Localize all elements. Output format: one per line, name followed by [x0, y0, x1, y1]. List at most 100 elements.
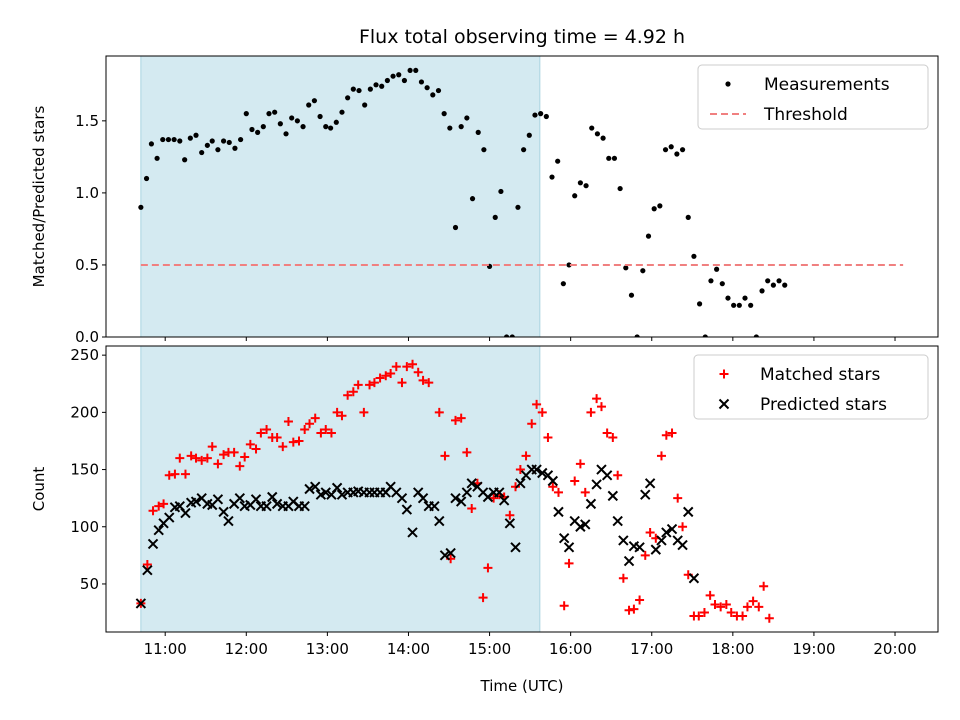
- predicted-star-point: [650, 544, 662, 555]
- matched-star-point: [580, 487, 590, 497]
- predicted-star-point: [135, 598, 147, 609]
- legend-label: Predicted stars: [760, 395, 887, 415]
- measurement-point: [725, 295, 731, 301]
- matched-star-point: [283, 417, 293, 427]
- matched-star-point: [705, 590, 715, 600]
- predicted-star-point: [498, 495, 510, 506]
- measurement-point: [226, 139, 232, 146]
- matched-star-point: [699, 608, 709, 618]
- matched-star-point: [305, 419, 315, 429]
- matched-star-point: [300, 425, 310, 435]
- matched-star-point: [418, 375, 428, 385]
- measurement-point: [430, 92, 436, 98]
- measurement-point: [277, 121, 283, 127]
- matched-star-point: [483, 563, 493, 573]
- measurement-point: [458, 124, 464, 130]
- y-axis-label: Matched/Predicted stars: [30, 106, 48, 288]
- matched-star-point: [613, 470, 623, 480]
- y-tick-label: 0.0: [75, 328, 99, 346]
- matched-star-point: [365, 380, 375, 390]
- measurement-point: [464, 115, 470, 121]
- matched-star-point: [256, 428, 266, 438]
- matched-star-point: [467, 503, 477, 513]
- measurement-point: [311, 98, 318, 104]
- predicted-star-point: [504, 518, 516, 529]
- predicted-star-point: [683, 506, 694, 518]
- matched-star-point: [278, 442, 288, 452]
- measurement-point: [148, 141, 155, 147]
- y-tick-label: 150: [70, 461, 99, 479]
- predicted-star-point: [450, 492, 461, 504]
- matched-star-point: [602, 428, 612, 438]
- predicted-star-point: [461, 487, 473, 498]
- predicted-star-point: [223, 515, 234, 527]
- matched-star-point: [462, 447, 472, 457]
- measurement-point: [209, 138, 215, 144]
- matched-star-point: [213, 459, 223, 469]
- series-measurements: [138, 67, 788, 337]
- measurement-point: [407, 67, 413, 74]
- matched-star-point: [661, 430, 671, 440]
- measurement-point: [560, 281, 566, 287]
- measurement-point: [143, 175, 150, 182]
- y-axis-label: Count: [30, 467, 48, 512]
- predicted-star-point: [661, 527, 672, 538]
- matched-star-point: [434, 407, 444, 417]
- x-axis-label: Time (UTC): [480, 677, 564, 695]
- matched-star-point: [288, 437, 298, 447]
- top-panel: 0.0 0.5 1.0 1.5 Flux total observing time = …: [30, 26, 939, 346]
- matched-star-point: [235, 461, 245, 471]
- predicted-star-point: [429, 500, 440, 512]
- measurement-point: [770, 282, 776, 288]
- predicted-star-point: [164, 512, 175, 523]
- measurement-point: [362, 102, 368, 108]
- plot-area: [138, 56, 904, 337]
- matched-star-point: [381, 371, 391, 381]
- matched-star-point: [738, 611, 748, 621]
- matched-star-point: [386, 368, 396, 378]
- matched-star-point: [564, 558, 574, 568]
- legend-cross-icon: [718, 398, 730, 410]
- predicted-star-point: [142, 565, 153, 576]
- measurement-point: [350, 86, 356, 92]
- predicted-star-point: [558, 532, 570, 544]
- measurement-point: [424, 85, 430, 91]
- predicted-star-point: [466, 478, 477, 489]
- measurement-point: [640, 268, 646, 274]
- matched-star-point: [424, 378, 434, 388]
- matched-star-point: [229, 447, 239, 457]
- matched-star-point: [240, 452, 250, 462]
- measurement-point: [204, 142, 210, 148]
- predicted-star-point: [396, 492, 408, 504]
- measurement-point: [634, 334, 640, 337]
- predicted-star-point: [634, 542, 645, 553]
- measurement-point: [645, 233, 652, 239]
- measurement-point: [657, 203, 663, 209]
- predicted-star-point: [515, 478, 526, 489]
- matched-star-point: [629, 604, 639, 614]
- measurement-point: [731, 302, 737, 308]
- predicted-star-point: [623, 555, 635, 567]
- matched-star-point: [710, 600, 720, 610]
- measurement-point: [492, 214, 498, 220]
- matched-star-point: [575, 459, 585, 469]
- matched-star-point: [197, 455, 207, 465]
- measurement-point: [753, 334, 759, 337]
- y-tick-label: 1.5: [75, 112, 99, 130]
- matched-star-point: [608, 433, 618, 443]
- predicted-star-point: [510, 542, 521, 553]
- matched-star-point: [511, 482, 521, 492]
- measurement-point: [328, 125, 334, 131]
- matched-star-point: [645, 527, 655, 537]
- matched-star-point: [337, 411, 347, 421]
- matched-star-point: [148, 506, 158, 516]
- predicted-star-point: [580, 519, 591, 530]
- predicted-star-point: [434, 515, 445, 527]
- matched-star-point: [667, 428, 677, 438]
- measurement-point: [452, 224, 459, 231]
- measurement-point: [367, 86, 373, 92]
- matched-star-point: [624, 605, 634, 615]
- predicted-star-point: [331, 482, 343, 494]
- matched-star-point: [413, 367, 423, 377]
- measurement-point: [594, 131, 601, 137]
